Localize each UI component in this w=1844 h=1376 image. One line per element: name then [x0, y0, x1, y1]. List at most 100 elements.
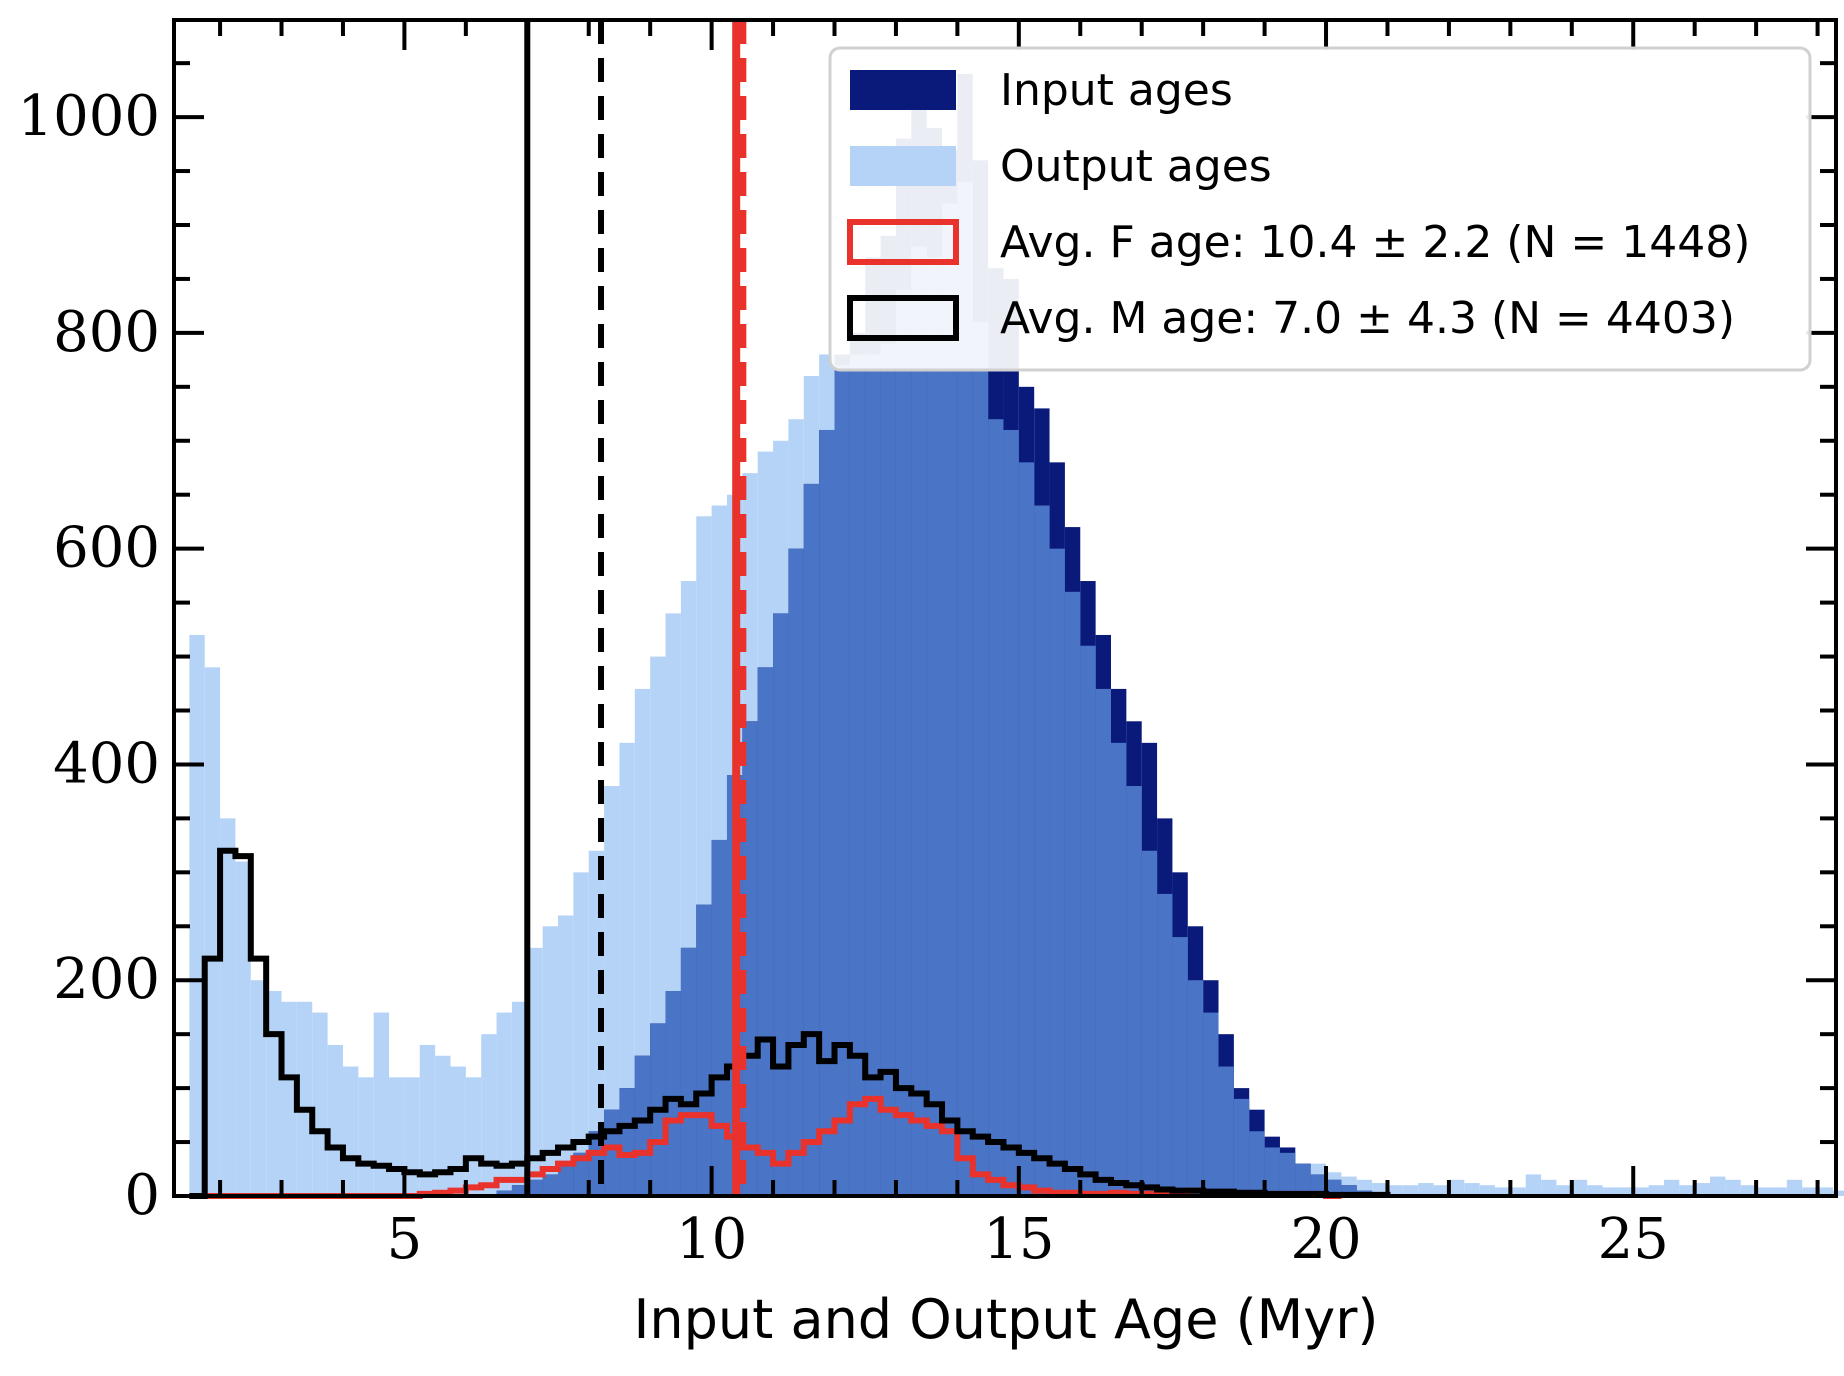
output-ages-bar — [573, 872, 589, 1196]
output-ages-bar — [250, 980, 267, 1196]
overlap-bar — [926, 257, 943, 1196]
overlap-bar — [558, 1163, 574, 1196]
overlap-bar — [865, 354, 881, 1196]
x-tick-label: 5 — [387, 1207, 423, 1272]
overlap-bar — [1218, 1066, 1234, 1196]
output-ages-bar — [558, 915, 574, 1196]
output-ages-bar — [281, 1001, 297, 1196]
output-ages-bar — [1541, 1179, 1557, 1196]
overlap-bar — [1003, 429, 1019, 1196]
output-ages-bar — [1464, 1183, 1480, 1196]
output-ages-bar — [404, 1077, 420, 1196]
overlap-bar — [972, 322, 989, 1196]
axes: 5 10 15 20 25 0 200 400 600 800 1000 — [17, 18, 1838, 1272]
overlap-bar — [1295, 1163, 1311, 1196]
m-age-histogram-step — [189, 847, 1391, 1199]
overlap-bar — [1279, 1152, 1296, 1196]
overlap-bar — [788, 548, 804, 1196]
overlap-bar — [619, 1088, 635, 1196]
output-ages-bar — [419, 1044, 436, 1196]
legend-label: Input ages — [1000, 65, 1233, 116]
output-ages-bar — [1832, 1190, 1844, 1196]
overlap-bar — [988, 419, 1004, 1197]
output-ages-bar — [435, 1055, 451, 1196]
overlap-bar — [1034, 505, 1050, 1196]
output-ages-bar — [465, 1077, 482, 1196]
output-ages-bar — [1525, 1174, 1542, 1196]
output-ages-bar — [296, 1001, 313, 1196]
output-ages-bar — [1448, 1179, 1465, 1196]
overlap-bar — [819, 429, 835, 1196]
overlap-bar — [1095, 688, 1111, 1196]
output-ages-bar — [1617, 1187, 1634, 1196]
y-tick-label: 1000 — [17, 84, 160, 149]
overlap-bar — [1172, 937, 1188, 1196]
output-ages-bar — [235, 861, 251, 1196]
legend: Input ages Output ages Avg. F age: 10.4 ± … — [828, 46, 1812, 372]
overlap-bar — [1264, 1147, 1280, 1196]
x-tick-label: 20 — [1290, 1207, 1361, 1272]
overlap-bar — [711, 839, 727, 1196]
output-ages-bar — [604, 786, 620, 1196]
overlap-bar — [911, 246, 927, 1197]
legend-swatch — [847, 295, 959, 341]
x-axis-label: Input and Output Age (Myr) — [634, 1288, 1379, 1351]
output-ages-bar — [1571, 1179, 1588, 1196]
output-ages-bar — [266, 991, 282, 1196]
output-ages-bar — [1817, 1187, 1833, 1196]
overlap-bar — [1018, 462, 1035, 1196]
overlap-bar — [1187, 980, 1204, 1196]
y-tick-label: 0 — [124, 1163, 160, 1228]
output-ages-bar — [342, 1066, 359, 1196]
output-ages-bar — [1694, 1183, 1711, 1196]
output-ages-bar — [1786, 1179, 1803, 1196]
overlap-bar — [496, 1190, 512, 1196]
legend-box — [828, 46, 1812, 372]
overlap-bar — [1080, 645, 1096, 1196]
legend-label: Output ages — [1000, 141, 1272, 192]
overlap-bar — [895, 289, 912, 1197]
output-ages-bar — [1710, 1176, 1726, 1196]
overlap-bar — [1064, 591, 1081, 1196]
overlap-bar — [573, 1152, 589, 1196]
overlap-bar — [880, 343, 896, 1196]
output-ages-bar — [527, 947, 543, 1196]
y-tick-label: 600 — [53, 516, 160, 581]
overlap-bar — [1310, 1174, 1327, 1196]
output-ages-bar — [496, 1012, 512, 1196]
output-ages-bar — [1725, 1179, 1741, 1196]
overlap-bar — [1126, 786, 1142, 1196]
output-ages-bar — [358, 1077, 374, 1196]
overlap-bar — [1341, 1185, 1357, 1196]
output-ages-bar — [220, 818, 236, 1196]
output-ages-bar — [1402, 1185, 1419, 1196]
overlap-bar — [1249, 1131, 1265, 1196]
output-ages-bar — [511, 1001, 528, 1196]
output-ages-bar — [1387, 1185, 1403, 1196]
output-ages-bar — [619, 742, 635, 1196]
output-ages-bar — [1771, 1187, 1787, 1196]
output-ages-bar — [1802, 1187, 1818, 1196]
overlap-bar — [1049, 548, 1065, 1196]
overlap-bar — [680, 947, 697, 1196]
output-ages-bar — [1756, 1187, 1772, 1196]
output-ages-bar — [450, 1066, 466, 1196]
output-ages-bar — [1633, 1187, 1649, 1196]
output-ages-bar — [542, 926, 559, 1196]
overlap-bar — [942, 203, 958, 1196]
overlap-bar — [834, 365, 850, 1197]
x-tick-label: 15 — [983, 1207, 1054, 1272]
overlap-bar — [1233, 1098, 1250, 1196]
overlap-bar — [696, 904, 712, 1196]
output-ages-bar — [1494, 1187, 1511, 1196]
overlap-bar — [803, 483, 820, 1196]
output-ages-bar — [327, 1044, 343, 1196]
legend-swatch — [850, 146, 956, 186]
legend-label: Avg. M age: 7.0 ± 4.3 (N = 4403) — [1000, 293, 1735, 344]
overlap-bar — [757, 667, 774, 1196]
overlap-bar — [1157, 893, 1173, 1196]
y-tick-label: 800 — [53, 300, 160, 365]
output-ages-bar — [1602, 1187, 1618, 1196]
f-age-histogram-step — [189, 1095, 1342, 1199]
